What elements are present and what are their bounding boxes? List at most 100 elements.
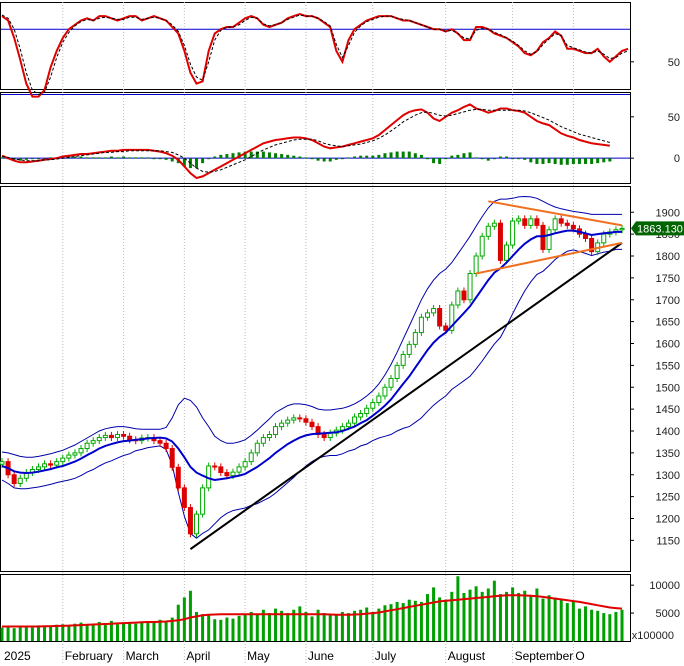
candle-body [187,507,193,535]
macd-histogram-bar [492,158,496,160]
candle-body [297,417,303,420]
price-panel [0,195,625,550]
axes-layer: 50 50 0 1150 1200 1250 1300 1350 1400 1450 1500 155… [4,57,684,663]
macd-histogram-bar [523,158,527,160]
macd-histogram-bar [553,158,557,164]
candle-body [11,474,17,484]
price-y-tick-label: 1900 [656,207,680,219]
macd-histogram-bar [571,158,575,164]
month-label: February [65,649,113,663]
volume-bar [310,616,314,641]
stoch-panel-frame [0,2,631,90]
price-y-tick-label: 1350 [656,448,680,460]
macd-histogram-bar [30,158,34,160]
macd-histogram-bar [517,158,521,160]
volume-bar [401,603,405,641]
candle-body [309,421,315,428]
macd-histogram-bar [18,158,22,161]
candle-body [236,466,242,473]
volume-bar [43,625,47,641]
candle-body [273,426,279,435]
macd-histogram-bar [413,153,417,159]
volume-bar [505,591,509,641]
candle-body [412,332,418,345]
candle-body [242,461,248,468]
candle-body [66,454,72,459]
candle-body [345,422,351,428]
macd-histogram-bar [346,157,350,159]
candle-body [552,218,558,231]
candle-body [17,477,23,484]
candle-body [102,434,108,439]
volume-bar [140,622,144,641]
candle-body [90,440,96,444]
macd-histogram-bar [249,151,253,159]
candle-body [224,472,230,477]
volume-bar [614,611,618,641]
candle-body [516,218,522,222]
macd-histogram-bar [359,155,363,159]
last-price-badge [636,221,684,236]
macd-histogram-bar [122,156,126,159]
volume-bar [316,609,320,641]
macd-histogram-bar [468,152,472,159]
macd-histogram-bar [274,153,278,159]
volume-bar [298,606,302,641]
candle-body [0,461,5,465]
macd-histogram-bar [511,158,515,160]
candle-body [194,513,200,535]
macd-histogram-bar [237,152,241,159]
volume-y-tick-label: 10000 [649,580,680,592]
last-price-badge-arrow [631,221,636,236]
stochastic-k-line [1,12,629,98]
macd-histogram-bar [115,157,119,159]
volume-bar [176,604,180,641]
macd-histogram-bar [267,152,271,159]
candle-body [364,407,370,414]
volume-bar [103,623,107,641]
triangle-upper-trendline [488,200,623,227]
candle-body [479,235,485,257]
candle-body [485,225,491,237]
candle-body [418,316,424,334]
candle-body [589,238,595,253]
candle-body [60,457,66,463]
candle-body [291,417,297,421]
volume-bar [0,627,4,641]
volume-bar [334,614,338,641]
candle-body [406,343,412,355]
candle-body [218,466,224,474]
volume-bar [115,624,119,641]
candle-body [558,218,564,224]
volume-bar [164,620,168,641]
volume-bar [249,611,253,641]
volume-bar [389,604,393,641]
candle-body [303,418,309,423]
price-y-tick-label: 1800 [656,251,680,263]
volume-bar [577,608,581,641]
macd-histogram-bar [328,158,332,162]
macd-line [1,103,610,180]
candle-body [619,227,625,231]
volume-bar [371,611,375,641]
macd-histogram-bar [97,157,101,159]
price-y-tick-label: 1500 [656,382,680,394]
candle-body [583,233,589,239]
volume-bar [286,613,290,641]
candle-body [510,220,516,246]
macd-histogram-bar [456,154,460,159]
macd-histogram-bar [73,156,77,159]
candle-body [400,353,406,366]
macd-histogram-bar [389,152,393,159]
stochastic-panel [1,12,630,98]
volume-bar [85,624,89,641]
macd-histogram-bar [535,158,539,164]
volume-bar [36,625,40,641]
macd-histogram-bar [91,157,95,159]
macd-histogram-bar [225,154,229,159]
volume-bar [213,619,217,641]
candle-body [491,222,497,227]
volume-bar [255,613,259,641]
candle-body [175,466,181,489]
macd-histogram-bar [419,154,423,159]
